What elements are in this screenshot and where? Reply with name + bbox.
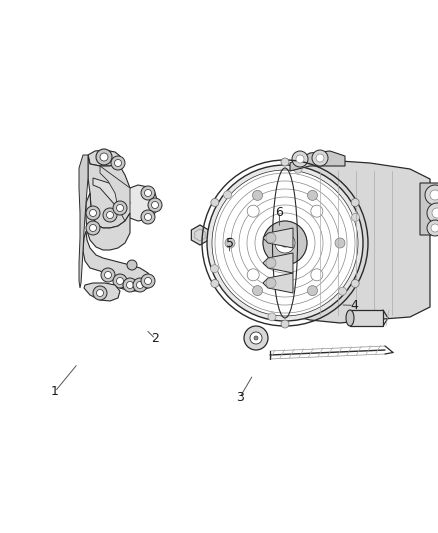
Circle shape <box>311 205 323 217</box>
Circle shape <box>133 278 147 292</box>
Polygon shape <box>84 283 120 301</box>
Circle shape <box>101 268 115 282</box>
Circle shape <box>211 198 219 206</box>
Polygon shape <box>263 253 293 273</box>
Text: 1: 1 <box>51 385 59 398</box>
Circle shape <box>252 286 262 296</box>
Circle shape <box>207 165 363 321</box>
Circle shape <box>247 269 259 281</box>
Circle shape <box>113 274 127 288</box>
Polygon shape <box>93 178 130 211</box>
Circle shape <box>89 224 96 231</box>
Polygon shape <box>125 185 158 221</box>
Circle shape <box>127 260 137 270</box>
Circle shape <box>431 224 438 232</box>
Circle shape <box>141 210 155 224</box>
Circle shape <box>117 278 124 285</box>
Circle shape <box>244 326 268 350</box>
Circle shape <box>148 198 162 212</box>
Circle shape <box>211 279 219 287</box>
Circle shape <box>86 221 100 235</box>
Circle shape <box>211 265 219 273</box>
Circle shape <box>281 239 289 247</box>
Circle shape <box>106 212 113 219</box>
Circle shape <box>312 150 328 166</box>
Polygon shape <box>86 193 130 250</box>
Circle shape <box>307 190 318 200</box>
Circle shape <box>281 320 289 328</box>
Circle shape <box>351 198 359 206</box>
Circle shape <box>252 190 262 200</box>
Circle shape <box>225 238 235 248</box>
Circle shape <box>103 208 117 222</box>
Circle shape <box>316 154 324 162</box>
Circle shape <box>339 287 346 295</box>
Circle shape <box>296 155 304 163</box>
Polygon shape <box>263 273 293 293</box>
Polygon shape <box>88 155 133 228</box>
Circle shape <box>254 336 258 340</box>
Circle shape <box>430 190 438 200</box>
Circle shape <box>351 213 360 221</box>
Circle shape <box>93 286 107 300</box>
Circle shape <box>268 313 276 321</box>
Circle shape <box>141 274 155 288</box>
Circle shape <box>292 151 308 167</box>
Circle shape <box>141 186 155 200</box>
Circle shape <box>427 220 438 236</box>
Circle shape <box>137 281 144 288</box>
Circle shape <box>114 159 121 166</box>
Circle shape <box>250 332 262 344</box>
Polygon shape <box>88 150 120 166</box>
Circle shape <box>351 279 359 287</box>
Circle shape <box>212 170 358 316</box>
Circle shape <box>111 156 125 170</box>
Polygon shape <box>79 155 88 288</box>
Polygon shape <box>83 231 152 291</box>
Circle shape <box>145 278 152 285</box>
Circle shape <box>145 214 152 221</box>
Circle shape <box>152 201 159 208</box>
Circle shape <box>266 278 276 288</box>
Circle shape <box>223 191 232 199</box>
Circle shape <box>432 208 438 218</box>
Circle shape <box>86 206 100 220</box>
Circle shape <box>117 205 124 212</box>
Ellipse shape <box>346 310 354 326</box>
Text: 2: 2 <box>152 333 159 345</box>
Circle shape <box>100 153 108 161</box>
Circle shape <box>425 185 438 205</box>
Circle shape <box>266 258 276 268</box>
Polygon shape <box>290 161 430 323</box>
Circle shape <box>247 205 259 217</box>
Circle shape <box>294 165 302 173</box>
Circle shape <box>427 203 438 223</box>
Polygon shape <box>191 225 208 245</box>
Polygon shape <box>420 183 438 235</box>
Circle shape <box>263 221 307 265</box>
Polygon shape <box>263 228 293 248</box>
Circle shape <box>281 158 289 166</box>
Circle shape <box>307 286 318 296</box>
Circle shape <box>145 190 152 197</box>
Polygon shape <box>100 166 130 221</box>
Text: 4: 4 <box>350 299 358 312</box>
Circle shape <box>96 289 103 296</box>
Circle shape <box>127 281 134 288</box>
Circle shape <box>96 149 112 165</box>
Circle shape <box>335 238 345 248</box>
Polygon shape <box>350 310 383 326</box>
Circle shape <box>275 233 295 253</box>
Circle shape <box>266 233 276 243</box>
Text: 3: 3 <box>236 391 244 403</box>
Circle shape <box>89 209 96 216</box>
Circle shape <box>123 278 137 292</box>
Text: 5: 5 <box>226 237 233 249</box>
Circle shape <box>311 269 323 281</box>
Circle shape <box>105 271 112 279</box>
Text: 6: 6 <box>276 206 283 219</box>
Circle shape <box>113 201 127 215</box>
Polygon shape <box>290 151 345 171</box>
